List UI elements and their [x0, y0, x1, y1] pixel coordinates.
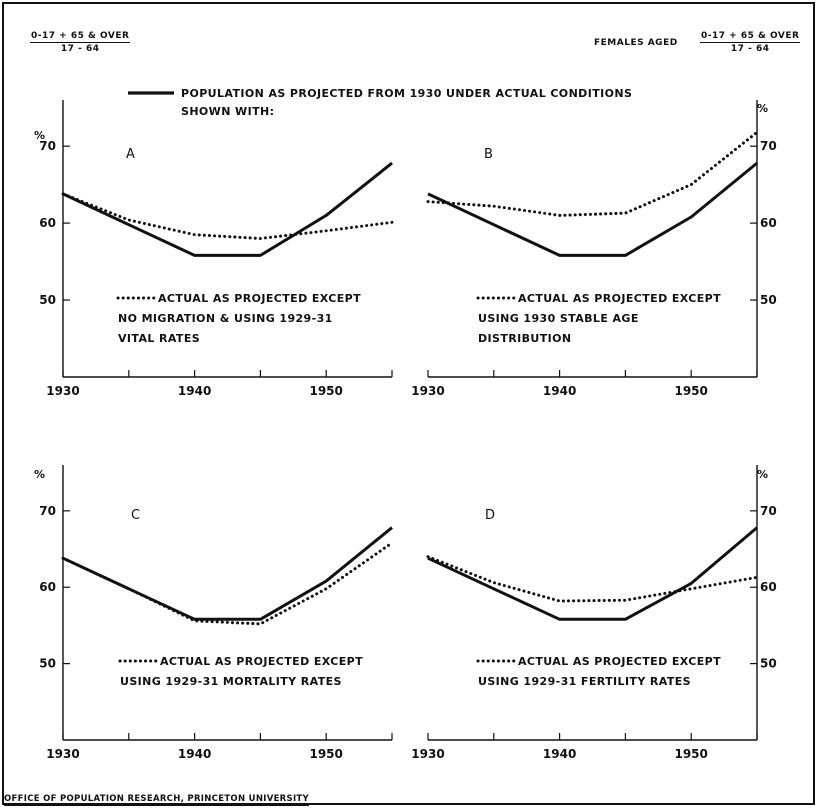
x-tick-label-1950: 1950	[309, 747, 342, 761]
annotation-line-2: USING 1929-31 FERTILITY RATES	[478, 675, 691, 688]
panel-letter: C	[131, 508, 140, 523]
y-tick-label-50: 50	[39, 293, 56, 307]
x-tick-label-1940: 1940	[543, 384, 576, 398]
annotation-line-2: USING 1929-31 MORTALITY RATES	[120, 675, 342, 688]
main-legend-line2: SHOWN WITH:	[181, 105, 274, 118]
series-line-dotted	[61, 541, 394, 626]
y-tick-label-50: 50	[760, 657, 777, 671]
x-tick-label-1930: 1930	[46, 747, 79, 761]
y-tick-label-70: 70	[760, 139, 777, 153]
y-tick-label-70: 70	[39, 504, 56, 518]
x-tick-label-1940: 1940	[543, 747, 576, 761]
x-tick-label-1940: 1940	[178, 747, 211, 761]
panel-letter: B	[484, 147, 493, 162]
y-tick-label-50: 50	[760, 293, 777, 307]
series-line-dotted	[426, 130, 759, 217]
right-axis-prefix: FEMALES AGED	[594, 38, 678, 48]
right-axis-ratio-label: 0-17 + 65 & OVER 17 - 64	[700, 31, 801, 54]
panel-letter: A	[126, 147, 135, 162]
annotation-line-2: USING 1930 STABLE AGE	[478, 312, 639, 325]
y-tick-label-70: 70	[760, 504, 777, 518]
series-line-solid	[62, 161, 393, 257]
y-tick-label-60: 60	[39, 216, 56, 230]
main-legend-line1: POPULATION AS PROJECTED FROM 1930 UNDER …	[181, 87, 632, 100]
left-ratio-denominator: 17 - 64	[60, 44, 100, 54]
y-tick-label-70: 70	[39, 139, 56, 153]
annotation-line-3: VITAL RATES	[118, 332, 200, 345]
left-axis-ratio-label: 0-17 + 65 & OVER 17 - 64	[30, 31, 131, 54]
annotation-line-1: ACTUAL AS PROJECTED EXCEPT	[158, 292, 361, 305]
right-ratio-numerator: 0-17 + 65 & OVER	[700, 31, 801, 43]
x-tick-label-1950: 1950	[674, 384, 707, 398]
right-ratio-denominator: 17 - 64	[730, 44, 770, 54]
x-tick-label-1930: 1930	[46, 384, 79, 398]
x-tick-label-1930: 1930	[411, 384, 444, 398]
left-ratio-numerator: 0-17 + 65 & OVER	[30, 31, 131, 43]
series-line-solid	[62, 526, 393, 621]
y-unit-label: %	[757, 468, 768, 481]
y-tick-label-50: 50	[39, 657, 56, 671]
y-tick-label-60: 60	[760, 580, 777, 594]
series-line-dotted	[61, 192, 394, 240]
annotation-line-1: ACTUAL AS PROJECTED EXCEPT	[160, 655, 363, 668]
series-line-solid	[427, 161, 758, 257]
y-unit-label: %	[757, 102, 768, 115]
annotation-line-1: ACTUAL AS PROJECTED EXCEPT	[518, 292, 721, 305]
x-tick-label-1930: 1930	[411, 747, 444, 761]
panel-b: 1930 1940 1950 50 60 70% B ACTUAL AS PROJECTED …	[411, 100, 777, 398]
x-tick-label-1950: 1950	[674, 747, 707, 761]
x-tick-label-1950: 1950	[309, 384, 342, 398]
panel-a: 1930 1940 1950 50 60 70% A ACTUAL AS PROJECTED …	[34, 100, 394, 398]
footer-credit: OFFICE OF POPULATION RESEARCH, PRINCETON…	[4, 794, 309, 806]
panel-c: 1930 1940 1950 50 60 70% C ACTUAL AS PROJECTED …	[34, 465, 394, 761]
annotation-line-3: DISTRIBUTION	[478, 332, 571, 345]
panel-letter: D	[485, 508, 495, 523]
main-legend: POPULATION AS PROJECTED FROM 1930 UNDER …	[128, 87, 632, 118]
x-tick-label-1940: 1940	[178, 384, 211, 398]
series-line-dotted	[426, 555, 759, 603]
y-tick-label-60: 60	[39, 580, 56, 594]
y-tick-label-60: 60	[760, 216, 777, 230]
y-unit-label: %	[34, 129, 45, 142]
series-line-solid	[427, 526, 758, 621]
annotation-line-1: ACTUAL AS PROJECTED EXCEPT	[518, 655, 721, 668]
panel-d: 1930 1940 1950 50 60 70% D ACTUAL AS PROJECTED …	[411, 465, 777, 761]
annotation-line-2: NO MIGRATION & USING 1929-31	[118, 312, 333, 325]
y-unit-label: %	[34, 468, 45, 481]
